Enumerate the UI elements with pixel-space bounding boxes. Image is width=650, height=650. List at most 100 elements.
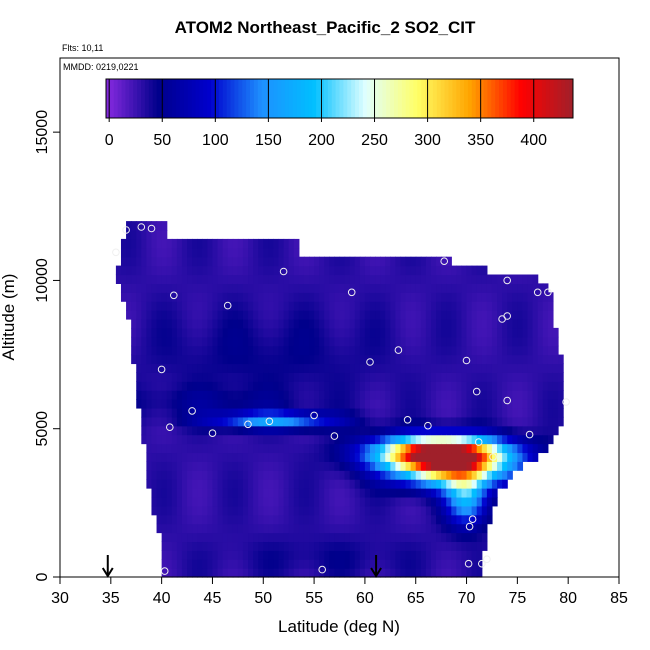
heatmap-cell (309, 488, 315, 498)
heatmap-cell (375, 407, 381, 418)
heatmap-cell (237, 265, 244, 276)
heatmap-cell (309, 283, 315, 293)
heatmap-cell (441, 301, 447, 311)
heatmap-cell (497, 452, 503, 462)
heatmap-cell (217, 292, 224, 302)
heatmap-cell (303, 523, 310, 534)
heatmap-cell (166, 479, 173, 489)
heatmap-cell (344, 336, 351, 347)
heatmap-cell (146, 345, 153, 356)
heatmap-cell (476, 559, 483, 569)
heatmap-cell (176, 434, 183, 445)
heatmap-cell (339, 256, 346, 267)
heatmap-cell (497, 292, 503, 302)
heatmap-cell (248, 425, 254, 436)
heatmap-cell (441, 559, 447, 569)
heatmap-cell (263, 559, 269, 569)
heatmap-cell (375, 559, 381, 569)
heatmap-cell (207, 354, 214, 365)
heatmap-cell (309, 381, 315, 391)
colorbar-segment (253, 79, 259, 118)
heatmap-cell (491, 452, 498, 462)
heatmap-cell (197, 514, 203, 525)
heatmap-cell (390, 407, 396, 418)
heatmap-cell (451, 407, 457, 418)
heatmap-cell (446, 434, 452, 445)
heatmap-cell (273, 559, 280, 569)
heatmap-cell (400, 318, 407, 329)
heatmap-cell (303, 496, 310, 507)
heatmap-cell (161, 256, 168, 267)
heatmap-cell (537, 416, 544, 427)
heatmap-cell (471, 372, 478, 382)
heatmap-cell (339, 283, 346, 293)
heatmap-cell (466, 310, 473, 320)
heatmap-cell (278, 390, 285, 400)
heatmap-cell (420, 550, 427, 560)
heatmap-cell (136, 390, 142, 400)
heatmap-cell (151, 381, 158, 391)
heatmap-cell (334, 274, 341, 284)
heatmap-cell (324, 301, 330, 311)
heatmap-cell (375, 416, 381, 427)
heatmap-cell (293, 425, 300, 436)
heatmap-cell (161, 301, 168, 311)
heatmap-cell (425, 550, 432, 560)
heatmap-cell (197, 416, 203, 427)
heatmap-cell (192, 470, 198, 480)
x-tick-label: 65 (407, 590, 425, 607)
heatmap-cell (390, 256, 396, 267)
heatmap-cell (415, 541, 422, 551)
heatmap-cell (309, 496, 315, 507)
heatmap-cell (364, 301, 371, 311)
heatmap-cell (222, 514, 229, 525)
heatmap-cell (390, 568, 396, 578)
heatmap-cell (461, 488, 468, 498)
heatmap-cell (253, 354, 259, 365)
heatmap-cell (476, 550, 483, 560)
heatmap-cell (166, 443, 173, 454)
heatmap-cell (324, 461, 330, 471)
heatmap-cell (344, 452, 351, 462)
heatmap-cell (253, 452, 259, 462)
heatmap-cell (364, 479, 371, 489)
sample-point (347, 288, 356, 297)
heatmap-cell (542, 372, 549, 382)
flights-label: Flts: 10,11 (62, 43, 104, 53)
heatmap-cell (425, 532, 432, 543)
heatmap-cell (324, 496, 330, 507)
heatmap-cell (507, 407, 513, 418)
heatmap-cell (446, 390, 452, 400)
heatmap-cell (136, 292, 142, 302)
heatmap-cell (146, 274, 153, 284)
heatmap-cell (176, 461, 183, 471)
heatmap-cell (436, 568, 442, 578)
heatmap-cell (156, 523, 163, 534)
heatmap-cell (314, 514, 320, 525)
heatmap-cell (552, 363, 559, 373)
heatmap-cell (161, 238, 168, 249)
heatmap-cell (263, 479, 269, 489)
heatmap-cell (517, 390, 524, 400)
heatmap-cell (181, 523, 188, 534)
heatmap-cell (166, 354, 173, 365)
heatmap-cell (471, 496, 478, 507)
heatmap-cell (552, 416, 559, 427)
heatmap-cell (441, 327, 447, 338)
heatmap-cell (237, 550, 244, 560)
heatmap-cell (242, 452, 249, 462)
heatmap-cell (227, 488, 234, 498)
heatmap-cell (375, 523, 381, 534)
heatmap-cell (197, 238, 203, 249)
heatmap-cell (212, 292, 219, 302)
heatmap-cell (263, 425, 269, 436)
y-tick-label: 5000 (34, 411, 51, 447)
heatmap-cell (542, 336, 549, 347)
heatmap-cell (181, 301, 188, 311)
heatmap-cell (207, 310, 214, 320)
heatmap-cell (375, 514, 381, 525)
heatmap-cell (527, 345, 534, 356)
heatmap-cell (329, 318, 336, 329)
heatmap-cell (527, 354, 534, 365)
sample-point (244, 420, 252, 429)
